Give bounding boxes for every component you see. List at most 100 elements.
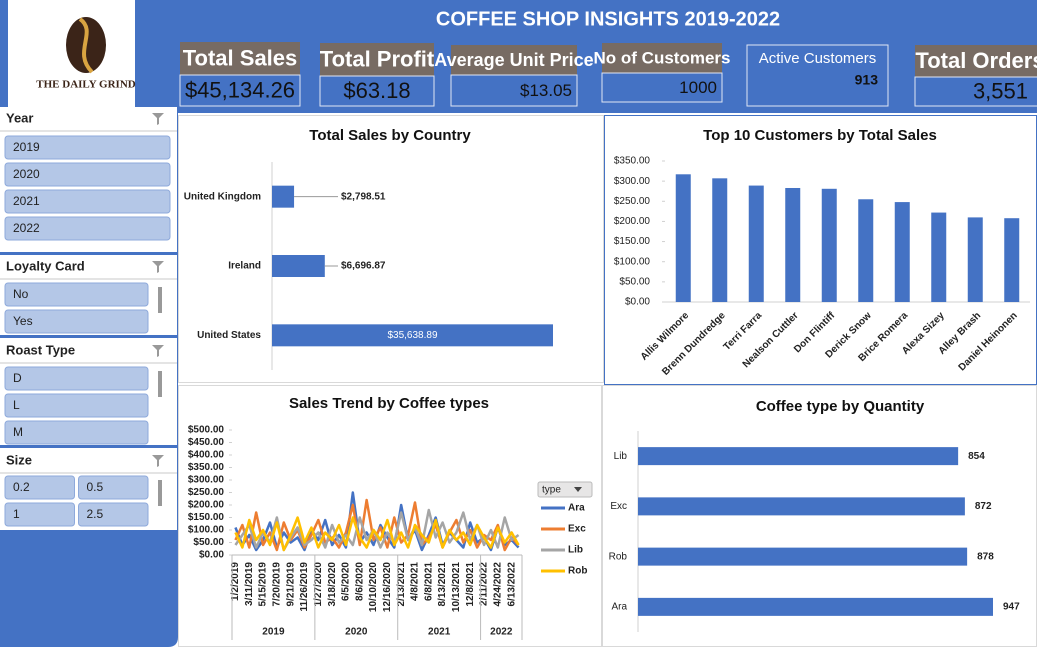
series-line (234, 516, 520, 552)
data-label: 854 (968, 451, 985, 462)
bar (638, 547, 968, 566)
clear-filter-icon (152, 113, 164, 125)
y-tick-label: $100.00 (614, 256, 651, 267)
slicer-title: Size (6, 452, 32, 467)
y-tick-label: $0.00 (199, 550, 224, 561)
clear-filter-icon (152, 455, 164, 467)
slicer-item[interactable] (4, 189, 171, 214)
x-tick-label: 2/11/2022 (479, 562, 490, 606)
y-tick-label: $50.00 (193, 537, 224, 548)
x-tick-label: 3/18/2020 (327, 562, 338, 607)
slicer-item-label[interactable]: 1 (13, 507, 20, 521)
kpi-header (320, 43, 434, 76)
y-tick-label: Rob (609, 551, 628, 562)
data-label: $2,798.51 (341, 191, 386, 202)
x-tick-label: 10/10/2020 (368, 562, 379, 612)
bar (272, 185, 295, 208)
clear-filter-icon (152, 261, 164, 273)
y-tick-label: $250.00 (614, 196, 651, 207)
y-tick-label: $300.00 (188, 475, 225, 486)
y-tick-label: United States (197, 330, 261, 341)
x-tick-label: 3/11/2019 (244, 562, 255, 606)
kpi-value-box (319, 75, 435, 107)
kpi-header (915, 45, 1037, 77)
slicer-item-label[interactable]: Yes (13, 314, 33, 328)
slicer-item[interactable] (4, 282, 149, 307)
bar (748, 185, 764, 302)
x-tick-label: 10/13/2021 (451, 562, 462, 612)
slicer-item-label[interactable]: L (13, 398, 20, 412)
kpi-label: Active Customers (759, 50, 877, 67)
x-group-label: 2021 (428, 627, 451, 638)
y-tick-label: $200.00 (614, 216, 651, 227)
kpi-label: Total Profit (320, 46, 435, 71)
kpi-header (451, 45, 577, 75)
slicer-item[interactable] (4, 475, 75, 500)
x-group-label: 2019 (262, 627, 285, 638)
slicer-item-label[interactable]: 2020 (13, 167, 40, 181)
kpi-value: $13.05 (520, 81, 572, 100)
x-tick-label: 1/27/2020 (313, 562, 324, 607)
slicer-item-label[interactable]: M (13, 425, 23, 439)
y-tick-label: Lib (614, 451, 628, 462)
slicer-item[interactable] (4, 135, 171, 160)
data-label: $35,638.89 (387, 330, 437, 341)
slicer-item-label[interactable]: 2021 (13, 194, 40, 208)
y-tick-label: United Kingdom (184, 191, 261, 202)
slicer-item-label[interactable]: 0.2 (13, 480, 30, 494)
slicer-item[interactable] (4, 309, 149, 334)
dropdown-arrow (574, 487, 582, 492)
y-tick-label: $50.00 (619, 276, 650, 287)
slicer-title: Year (6, 110, 33, 125)
slicer-item-label[interactable]: No (13, 287, 29, 301)
bar (638, 597, 993, 616)
slicer-item-label[interactable]: 2022 (13, 221, 40, 235)
y-tick-label: $150.00 (614, 236, 651, 247)
slicer-item-label[interactable]: 2.5 (87, 507, 104, 521)
bar (1004, 218, 1020, 302)
kpi-value-box (914, 76, 1037, 107)
kpi-value: $63.18 (343, 78, 410, 103)
chart-title: Sales Trend by Coffee types (289, 395, 489, 412)
kpi-card (746, 44, 889, 107)
kpi-value: 1000 (679, 78, 717, 97)
kpi-header (180, 42, 300, 75)
kpi-label: No of Customers (594, 48, 731, 67)
slicer-item-label[interactable]: 0.5 (87, 480, 104, 494)
legend-filter-button[interactable] (537, 481, 593, 498)
slicer-item[interactable] (4, 162, 171, 187)
kpi-value: 913 (855, 72, 879, 88)
slicer-item[interactable] (4, 420, 149, 445)
slicer-item[interactable] (4, 393, 149, 418)
slicer-item[interactable] (4, 502, 75, 527)
x-tick-label: 9/21/2019 (285, 562, 296, 607)
kpi-label: Average Unit Price (434, 50, 593, 70)
bar (858, 199, 874, 302)
y-tick-label: Exc (610, 501, 627, 512)
chart-title: Coffee type by Quantity (756, 398, 925, 415)
slicer-item[interactable] (78, 475, 149, 500)
x-tick-label: 4/8/2021 (410, 562, 421, 601)
slicer-item[interactable] (4, 216, 171, 241)
slicer-title: Roast Type (6, 342, 75, 357)
slicer-item-label[interactable]: D (13, 371, 22, 385)
kpi-value-box (601, 72, 723, 103)
y-tick-label: $0.00 (625, 297, 650, 308)
bar (638, 497, 965, 516)
kpi-value-box (179, 74, 301, 107)
data-label: $6,696.87 (341, 261, 386, 272)
slicer-title: Loyalty Card (6, 258, 85, 273)
slicer-item[interactable] (78, 502, 149, 527)
bar (712, 178, 728, 302)
x-tick-label: 2/13/2021 (396, 562, 407, 607)
dashboard-title: COFFEE SHOP INSIGHTS 2019-2022 (436, 8, 780, 30)
logo-swirl (78, 17, 94, 74)
slicer-item[interactable] (4, 366, 149, 391)
logo-text: THE DAILY GRIND (36, 79, 135, 91)
slicer-item-label[interactable]: 2019 (13, 140, 40, 154)
y-tick-label: $350.00 (188, 462, 225, 473)
x-group-label: 2022 (490, 627, 513, 638)
y-tick-label: $150.00 (188, 512, 225, 523)
bar (272, 255, 325, 277)
y-tick-label: $200.00 (188, 500, 225, 511)
